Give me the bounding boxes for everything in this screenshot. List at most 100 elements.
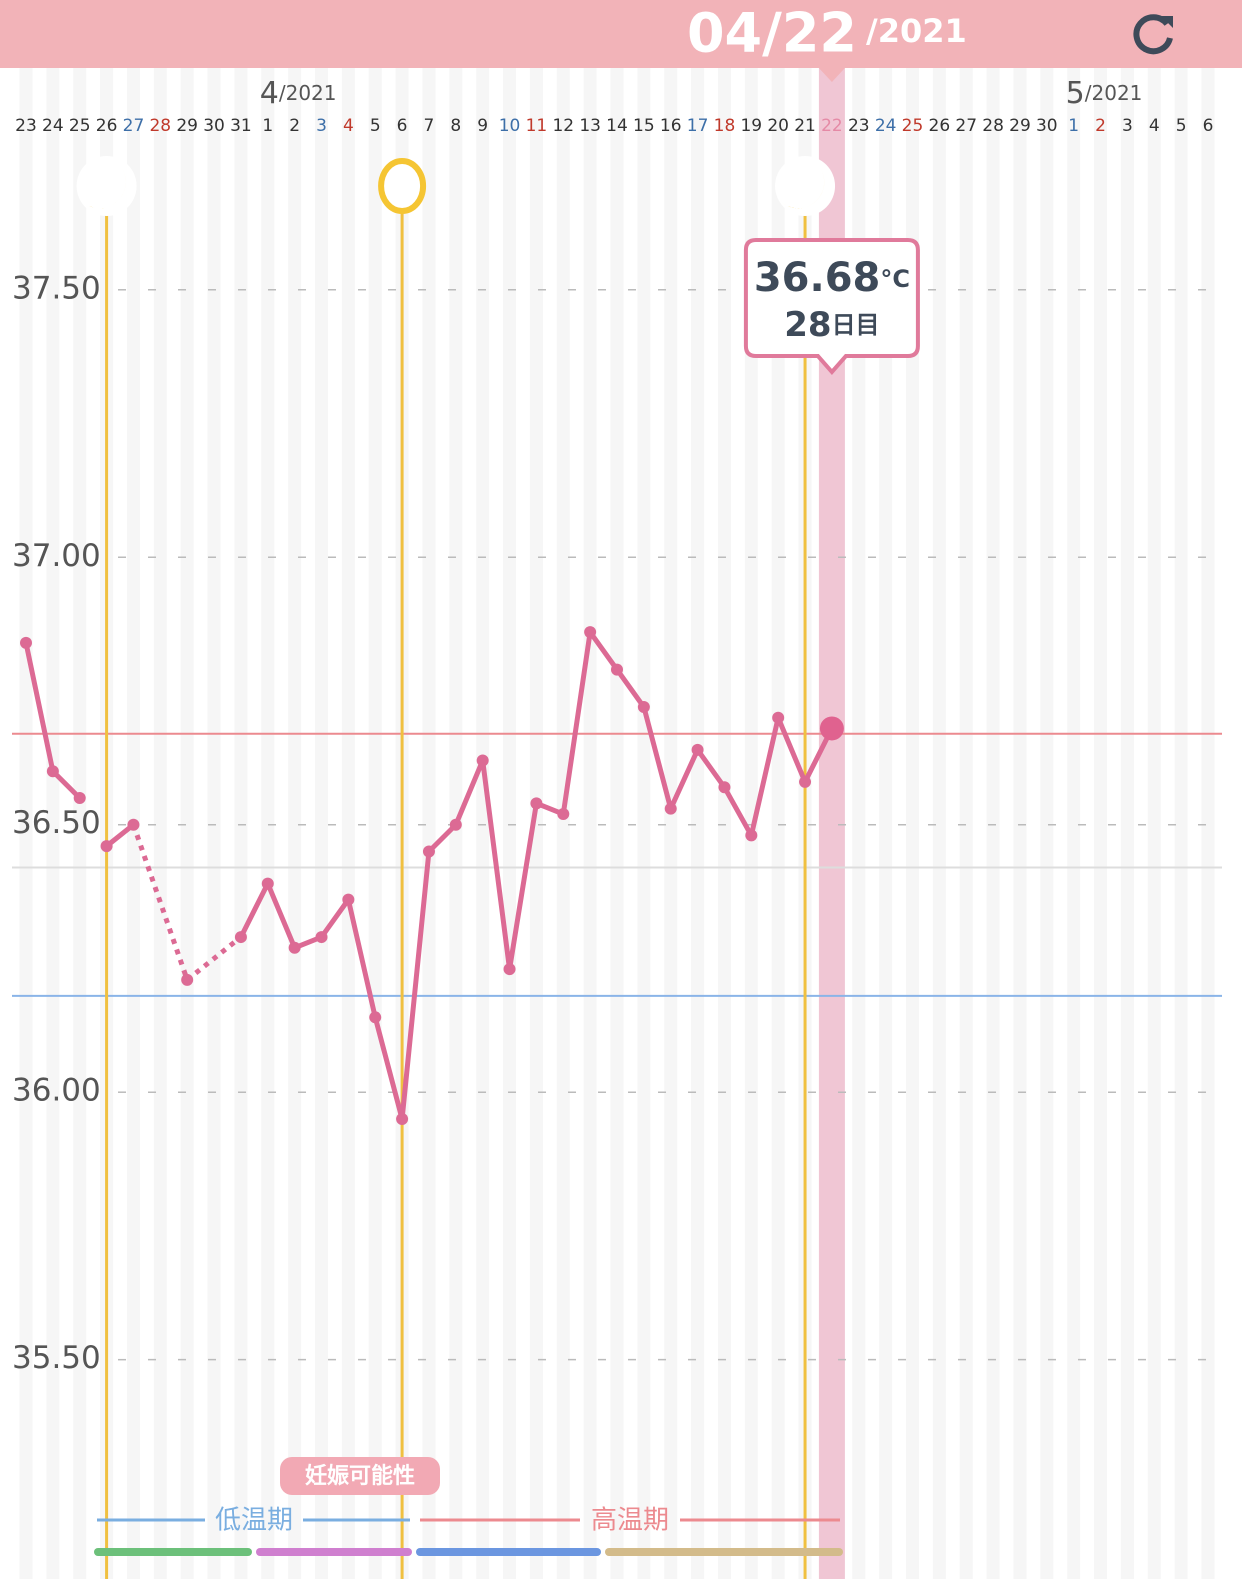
point: [396, 1112, 409, 1125]
tooltip-box: [743, 238, 920, 376]
y-tick-label: 36.00: [12, 1073, 101, 1109]
x-tick-label: 8: [450, 116, 461, 136]
x-tick-label: 23: [15, 116, 37, 136]
column-stripe: [341, 68, 355, 1579]
x-tick-label: 4: [343, 116, 354, 136]
moon-halo: [76, 156, 137, 216]
x-tick-label: 5: [370, 116, 381, 136]
month-year: /2021: [279, 81, 337, 105]
x-tick-label: 7: [424, 116, 435, 136]
x-tick-label: 1: [1068, 116, 1079, 136]
column-stripe: [879, 68, 893, 1579]
x-tick-label: 24: [42, 116, 64, 136]
column-stripe: [180, 68, 194, 1579]
column-stripe: [288, 68, 302, 1579]
column-stripe: [1094, 68, 1108, 1579]
tooltip-day-unit: 日目: [832, 311, 880, 339]
refresh-arrow[interactable]: [1161, 16, 1173, 28]
x-tick-label: 6: [397, 116, 408, 136]
x-tick-label: 17: [687, 116, 709, 136]
column-stripe: [932, 68, 946, 1579]
x-tick-label: 24: [875, 116, 897, 136]
selected-point: [819, 716, 844, 741]
badge: [280, 1457, 440, 1495]
tooltip-unit: °C: [880, 265, 910, 293]
x-tick-label: 27: [123, 116, 145, 136]
gap-connector: [185, 935, 243, 982]
phase-bar: [605, 1548, 843, 1556]
x-tick-label: 12: [552, 116, 574, 136]
point: [342, 893, 355, 906]
point: [611, 663, 623, 676]
column-stripe: [1174, 68, 1188, 1579]
column-stripe: [315, 68, 328, 1579]
tooltip-value: 36.68°C: [754, 255, 910, 301]
y-tick-label: 35.50: [12, 1340, 101, 1376]
x-tick-label: 28: [982, 116, 1004, 136]
header-date: 04/22: [687, 2, 857, 65]
ovulation-icon: [378, 158, 427, 214]
refresh-button[interactable]: [1133, 14, 1173, 55]
x-tick-label: 21: [794, 116, 816, 136]
column-stripe: [422, 68, 436, 1579]
x-tick-label: 15: [633, 116, 655, 136]
badge-label: 妊娠可能性: [305, 1463, 415, 1489]
x-tick-label: 30: [203, 116, 225, 136]
column-stripe: [1067, 68, 1081, 1579]
column-stripe: [153, 68, 167, 1579]
x-tick-label: 31: [230, 116, 252, 136]
column-stripe: [46, 68, 60, 1579]
point: [315, 931, 328, 944]
moon-halo: [775, 156, 836, 216]
x-tick-label: 30: [1036, 116, 1058, 136]
column-stripe: [906, 68, 919, 1579]
point: [664, 802, 677, 815]
x-tick-label: 6: [1203, 116, 1214, 136]
point: [181, 973, 194, 986]
x-tick-label: 26: [929, 116, 951, 136]
stripes: [19, 68, 1215, 1579]
header-bar: [0, 0, 1242, 68]
x-tick-label: 25: [69, 116, 91, 136]
x-tick-label: 27: [955, 116, 977, 136]
low-phase-label: 低温期: [215, 1506, 293, 1536]
point: [422, 845, 435, 858]
x-tick-label: 29: [1009, 116, 1031, 136]
column-stripe: [368, 68, 382, 1579]
column-stripe: [19, 68, 33, 1579]
y-tick-label: 37.50: [12, 270, 101, 306]
tooltip-day-number: 28: [784, 305, 831, 345]
column-stripe: [583, 68, 597, 1579]
point: [20, 636, 32, 649]
column-stripe: [207, 68, 221, 1579]
x-tick-label: 20: [767, 116, 789, 136]
refresh-icon[interactable]: [1133, 14, 1173, 55]
tooltip-temperature: 36.68: [754, 255, 881, 301]
x-tick-label: 10: [499, 116, 521, 136]
x-tick-label: 23: [848, 116, 870, 136]
point: [261, 877, 274, 890]
x-tick-label: 4: [1149, 116, 1160, 136]
x-tick-label: 18: [714, 116, 736, 136]
column-stripe: [691, 68, 705, 1579]
column-stripe: [556, 68, 570, 1579]
phase-bar: [256, 1548, 412, 1556]
column-stripe: [1120, 68, 1134, 1579]
point: [288, 941, 301, 954]
x-tick-label: 22: [821, 116, 843, 136]
x-tick-label: 9: [477, 116, 488, 136]
column-stripe: [1013, 68, 1027, 1579]
point: [637, 701, 650, 714]
x-tick-label: 25: [902, 116, 924, 136]
phase-bar: [94, 1548, 252, 1556]
phase-bar: [416, 1548, 601, 1556]
column-stripe: [529, 68, 543, 1579]
x-tick-label: 2: [289, 116, 300, 136]
column-stripe: [476, 68, 490, 1579]
column-stripe: [73, 68, 87, 1579]
column-stripe: [852, 68, 866, 1579]
plot: 23 24 25 26 27 28 29 30 31 1 2 3 4 5 6 7 8 9 10 11 12 13 14 15 1…: [12, 76, 1222, 1579]
month-number: 5: [1066, 76, 1085, 111]
point: [718, 781, 731, 794]
